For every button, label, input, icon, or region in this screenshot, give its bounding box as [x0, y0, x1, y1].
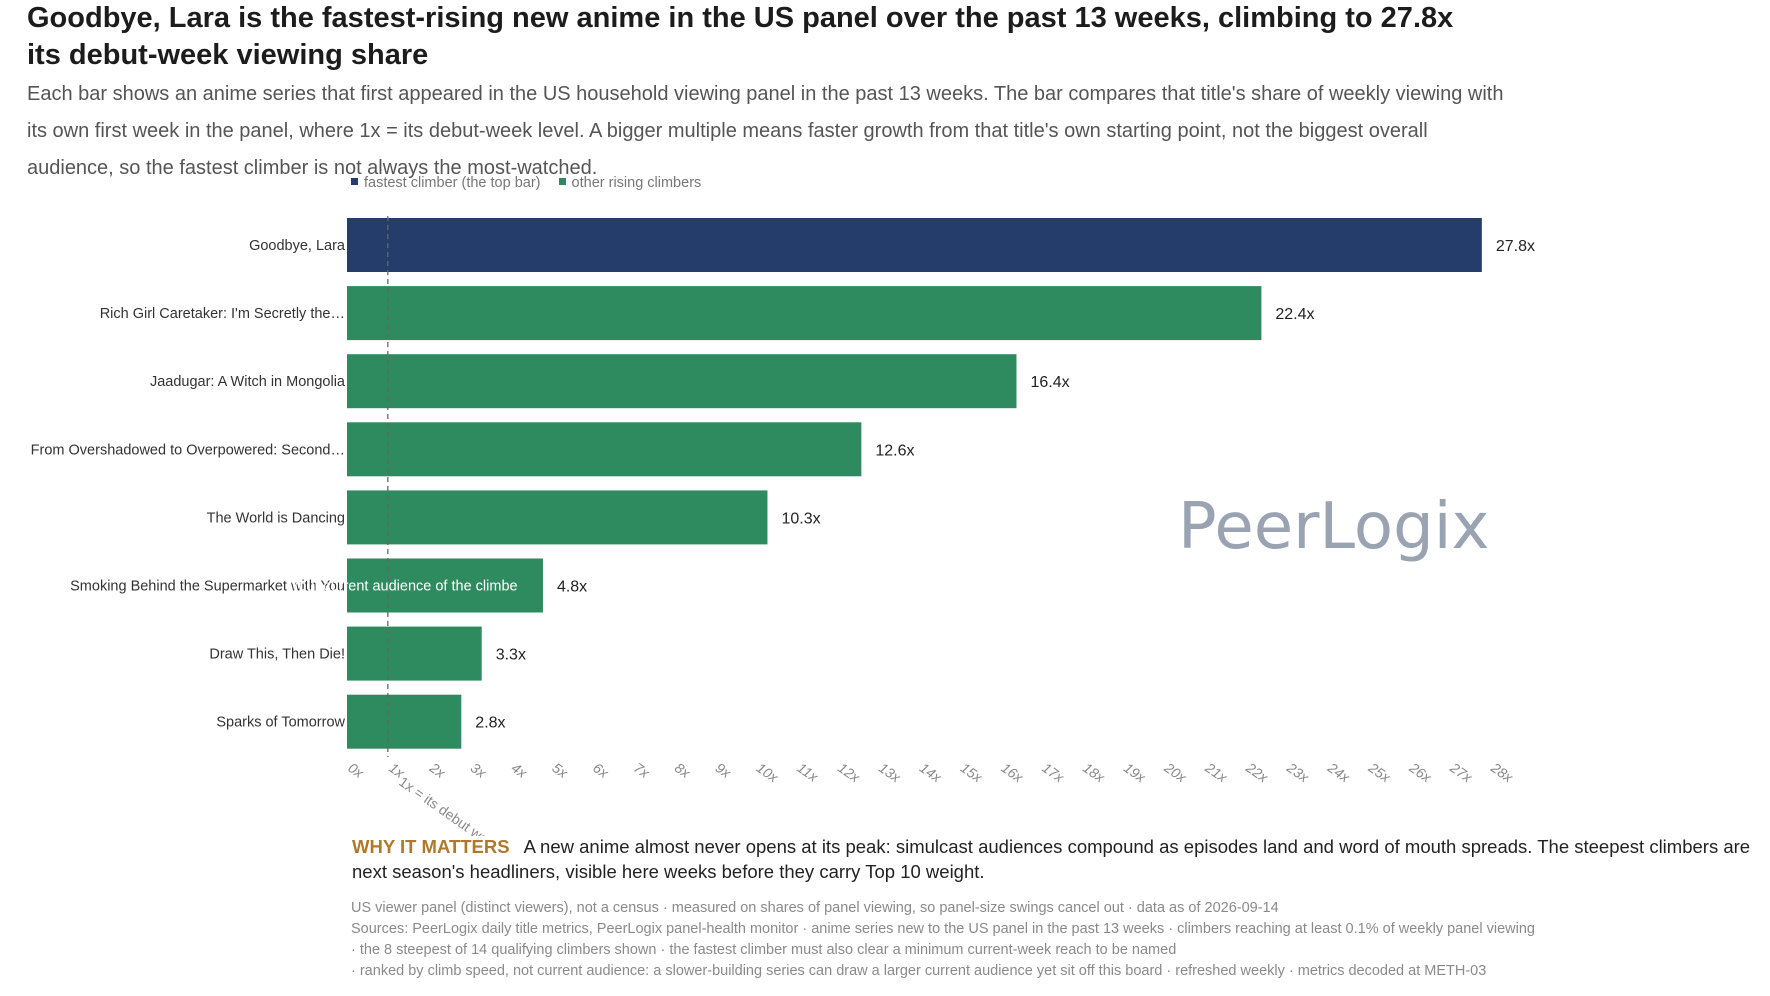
x-tick-label: 26x [1406, 759, 1435, 786]
x-tick-label: 22x [1243, 759, 1272, 786]
footnote-line: · ranked by climb speed, not current aud… [351, 963, 1487, 979]
bar [347, 490, 768, 545]
x-tick-label: 13x [876, 759, 904, 786]
x-tick-label: 15x [958, 759, 986, 786]
x-tick-label: 25x [1365, 759, 1394, 786]
footnotes: US viewer panel (distinct viewers), not … [351, 898, 1761, 982]
tooltip-overlay-text: Your current audience of the climbe [290, 579, 518, 595]
x-tick-label: 11x [794, 759, 822, 785]
value-label: 2.8x [475, 715, 505, 732]
footnote-line: US viewer panel (distinct viewers), not … [351, 900, 1279, 916]
value-label: 22.4x [1275, 306, 1314, 323]
x-tick-label: 10x [753, 759, 781, 786]
x-tick-label: 7x [631, 759, 653, 781]
bar [347, 558, 543, 613]
x-tick-label: 24x [1324, 759, 1353, 786]
x-tick-label: 20x [1161, 759, 1190, 786]
page-subtitle: Each bar shows an anime series that firs… [27, 83, 1504, 179]
category-label: Jaadugar: A Witch in Mongolia [150, 374, 346, 390]
category-label: Goodbye, Lara [249, 238, 346, 254]
value-label: 10.3x [781, 510, 820, 527]
x-tick-label: 12x [835, 759, 863, 786]
value-label: 27.8x [1496, 238, 1535, 255]
x-tick-label: 16x [998, 759, 1026, 786]
category-label: From Overshadowed to Overpowered: Second… [31, 442, 345, 458]
legend-swatch-other [558, 178, 566, 185]
bar [347, 626, 482, 681]
bar [347, 354, 1017, 409]
x-tick-label: 3x [468, 759, 490, 781]
x-tick-label: 4x [509, 759, 531, 781]
category-label: Sparks of Tomorrow [216, 715, 345, 731]
x-tick-label: 27x [1447, 759, 1476, 786]
reference-line-label: 1x = its debut week [396, 773, 504, 836]
bar [347, 422, 862, 477]
bar [347, 218, 1482, 272]
x-tick-label: 0x [345, 759, 367, 781]
x-tick-label: 8x [672, 759, 694, 781]
bar [347, 286, 1262, 341]
x-tick-label: 23x [1283, 759, 1312, 786]
x-tick-label: 6x [590, 759, 612, 781]
x-tick-label: 28x [1487, 759, 1516, 786]
x-tick-label: 17x [1039, 759, 1067, 786]
chart-legend: fastest climber (the top bar) other risi… [351, 175, 715, 191]
page-title: Goodbye, Lara is the fastest-rising new … [27, 2, 1454, 71]
footnote-line: · the 8 steepest of 14 qualifying climbe… [351, 942, 1177, 958]
bar [347, 694, 462, 749]
x-tick-label: 19x [1121, 759, 1149, 786]
watermark-logo: PeerLogix [1178, 490, 1489, 564]
x-tick-label: 14x [917, 759, 945, 786]
category-label: The World is Dancing [207, 510, 345, 526]
bar-chart: Goodbye, Lara 27.8x Rich Girl Caretaker: I… [31, 216, 1535, 836]
value-label: 4.8x [557, 579, 587, 596]
legend-label-other: other rising climbers [571, 175, 702, 191]
x-tick-label: 9x [713, 759, 735, 781]
value-label: 3.3x [496, 647, 526, 664]
why-text: A new anime almost never opens at its pe… [352, 836, 1751, 882]
legend-item-top: fastest climber (the top bar) [351, 175, 541, 191]
x-tick-label: 2x [426, 759, 449, 782]
category-label: Smoking Behind the Supermarket with You [70, 579, 345, 595]
x-tick-label: 5x [549, 759, 571, 781]
legend-label-top: fastest climber (the top bar) [364, 175, 541, 191]
value-label: 16.4x [1030, 374, 1069, 391]
value-label: 12.6x [875, 442, 914, 459]
category-label: Draw This, Then Die! [209, 647, 345, 663]
why-it-matters: WHY IT MATTERS A new anime almost never o… [352, 834, 1762, 884]
why-kicker: WHY IT MATTERS [352, 836, 510, 857]
x-tick-label: 18x [1080, 759, 1108, 786]
x-tick-label: 21x [1202, 759, 1231, 786]
legend-swatch-top [351, 178, 358, 185]
category-label: Rich Girl Caretaker: I'm Secretly the… [100, 306, 345, 322]
footnote-line: Sources: PeerLogix daily title metrics, … [351, 921, 1535, 937]
legend-item-other: other rising climbers [558, 175, 702, 191]
